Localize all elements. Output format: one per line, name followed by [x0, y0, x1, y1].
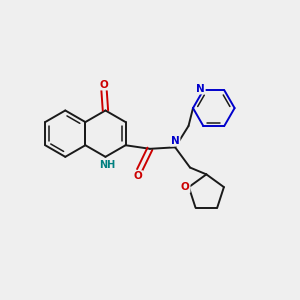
- Text: N: N: [196, 84, 205, 94]
- Text: O: O: [134, 171, 142, 181]
- Text: O: O: [100, 80, 108, 90]
- Text: N: N: [171, 136, 179, 146]
- Text: O: O: [181, 182, 190, 192]
- Text: NH: NH: [99, 160, 115, 170]
